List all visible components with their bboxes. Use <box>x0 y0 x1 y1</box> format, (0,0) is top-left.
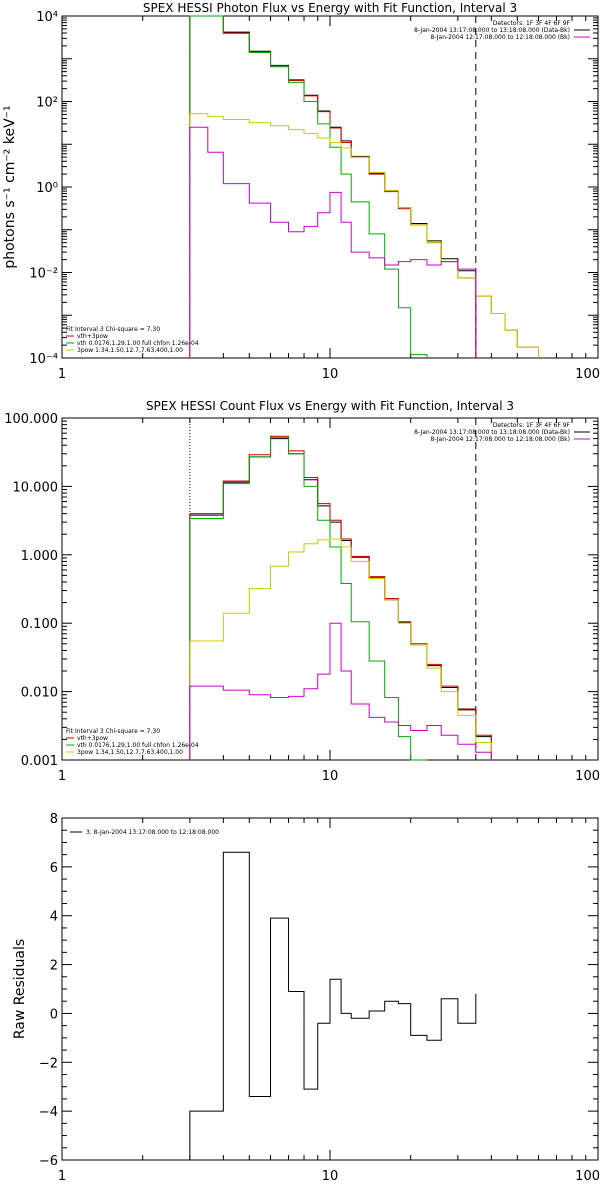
plot-frame <box>61 15 599 359</box>
x-tick-label: 1 <box>58 1169 66 1184</box>
series-line-data-bk <box>189 438 492 760</box>
series-line-vth-3pow <box>189 15 540 358</box>
series-line-3pow <box>189 113 540 358</box>
y-tick-label: 0.100 <box>21 617 58 632</box>
plot-frame <box>61 417 599 761</box>
y-tick-label: 10.000 <box>13 480 59 495</box>
legend-item: vth 0.0176,1.29,1.00 full chfon 1.26e-04 <box>77 340 199 347</box>
chart-title: SPEX HESSI Photon Flux vs Energy with Fi… <box>143 1 517 15</box>
y-tick-label: 10² <box>36 96 58 111</box>
x-axis: 1 10 100 <box>58 818 600 1184</box>
y-axis: 0.001 0.010 0.100 1.000 10.000 100.000 <box>4 412 598 769</box>
series-line-data-bk <box>189 15 477 358</box>
x-tick-label: 10 <box>322 1169 339 1184</box>
y-axis-label: Raw Residuals <box>12 939 28 1039</box>
series-group <box>189 435 492 761</box>
y-tick-label: −4 <box>39 1105 58 1120</box>
legend-item: Fit Interval 3 Chi-square = 7.30 <box>66 728 160 735</box>
y-tick-label: 2 <box>50 959 58 974</box>
series-line-bk <box>189 126 477 358</box>
x-tick-label: 10 <box>322 367 339 382</box>
series-group <box>189 851 477 1160</box>
series-line-bk <box>189 622 492 760</box>
series-line-3pow <box>189 538 492 760</box>
y-tick-label: 4 <box>50 910 58 925</box>
x-axis: 1 10 100 <box>58 418 600 784</box>
x-tick-label: 100 <box>575 1169 600 1184</box>
legend-item: 8-Jan-2004 12:17:08.000 to 12:18:08.000 … <box>430 436 570 443</box>
y-tick-label: 10⁴ <box>36 10 58 25</box>
y-tick-label: 0.010 <box>21 686 58 701</box>
chart-panel-1: SPEX HESSI Photon Flux vs Energy with Fi… <box>2 1 600 382</box>
y-tick-label: 0 <box>50 1007 58 1022</box>
legend-item: 3pow 1.34,1.50,12.7,7.63,400,1.00 <box>77 347 183 354</box>
legend-item: 8-Jan-2004 12:17:08.000 to 12:18:08.000 … <box>430 34 570 41</box>
legend-item: Detectors: 1F 3F 4F 6F 9F <box>493 422 571 429</box>
series-line-3-8-jan-2004-13-17-08-000-to-12-18-08-000 <box>189 851 477 1160</box>
series-line-vth <box>189 15 428 358</box>
x-tick-label: 10 <box>322 769 339 784</box>
legend-top-right: Detectors: 1F 3F 4F 6F 9F8-Jan-2004 13:1… <box>414 20 590 41</box>
chart-panel-2: SPEX HESSI Count Flux vs Energy with Fit… <box>4 399 600 784</box>
chart-title: SPEX HESSI Count Flux vs Energy with Fit… <box>146 399 514 413</box>
legend-item: Fit Interval 3 Chi-square = 7.30 <box>66 326 160 333</box>
legend-item: vth+3pow <box>77 735 108 742</box>
y-tick-label: 8 <box>50 812 58 827</box>
y-tick-label: 6 <box>50 861 58 876</box>
y-tick-label: 10⁻⁴ <box>29 352 58 367</box>
legend-top-left: 3. 8-Jan-2004 13:17:08.000 to 12:18:08.0… <box>70 829 219 836</box>
y-axis-label: photons s⁻¹ cm⁻² keV⁻¹ <box>2 105 18 268</box>
legend-item: 8-Jan-2004 13:17:08.000 to 13:18:08.000 … <box>414 429 570 436</box>
legend-item: 8-Jan-2004 13:17:08.000 to 13:18:08.000 … <box>414 27 570 34</box>
legend-item: 3. 8-Jan-2004 13:17:08.000 to 12:18:08.0… <box>86 829 219 836</box>
y-axis: −6 −4 −2 0 2 4 6 8 <box>39 812 598 1169</box>
y-tick-label: 0.001 <box>21 754 58 769</box>
y-tick-label: −6 <box>39 1154 58 1169</box>
legend-item: Detectors: 1F 3F 4F 6F 9F <box>493 20 571 27</box>
legend-top-right: Detectors: 1F 3F 4F 6F 9F8-Jan-2004 13:1… <box>414 422 590 443</box>
legend-bottom-left: Fit Interval 3 Chi-square = 7.30vth+3pow… <box>66 326 199 354</box>
chart-panel-3: 1 10 100 −6 −4 −2 0 2 4 6 8 Raw Residuals 3. 8-Jan-2… <box>12 812 600 1184</box>
x-tick-label: 1 <box>58 769 66 784</box>
y-tick-label: 100.000 <box>4 412 58 427</box>
y-tick-label: 1.000 <box>21 549 58 564</box>
y-tick-label: 10⁻² <box>29 267 58 282</box>
series-line-vth <box>189 436 427 761</box>
legend-item: vth 0.0176,1.29,1.00 full chfon 1.26e-04 <box>77 742 199 749</box>
x-tick-label: 1 <box>58 367 66 382</box>
series-line-vth-3pow <box>189 435 492 760</box>
legend-item: vth+3pow <box>77 333 108 340</box>
y-tick-label: 10⁰ <box>36 181 58 196</box>
series-group <box>189 15 540 358</box>
legend-bottom-left: Fit Interval 3 Chi-square = 7.30vth+3pow… <box>66 728 199 756</box>
x-tick-label: 100 <box>575 769 600 784</box>
y-axis: 10⁻⁴ 10⁻² 10⁰ 10² 10⁴ <box>29 10 598 367</box>
x-tick-label: 100 <box>575 367 600 382</box>
legend-item: 3pow 1.34,1.50,12.7,7.63,400,1.00 <box>77 749 183 756</box>
y-tick-label: −2 <box>39 1056 58 1071</box>
